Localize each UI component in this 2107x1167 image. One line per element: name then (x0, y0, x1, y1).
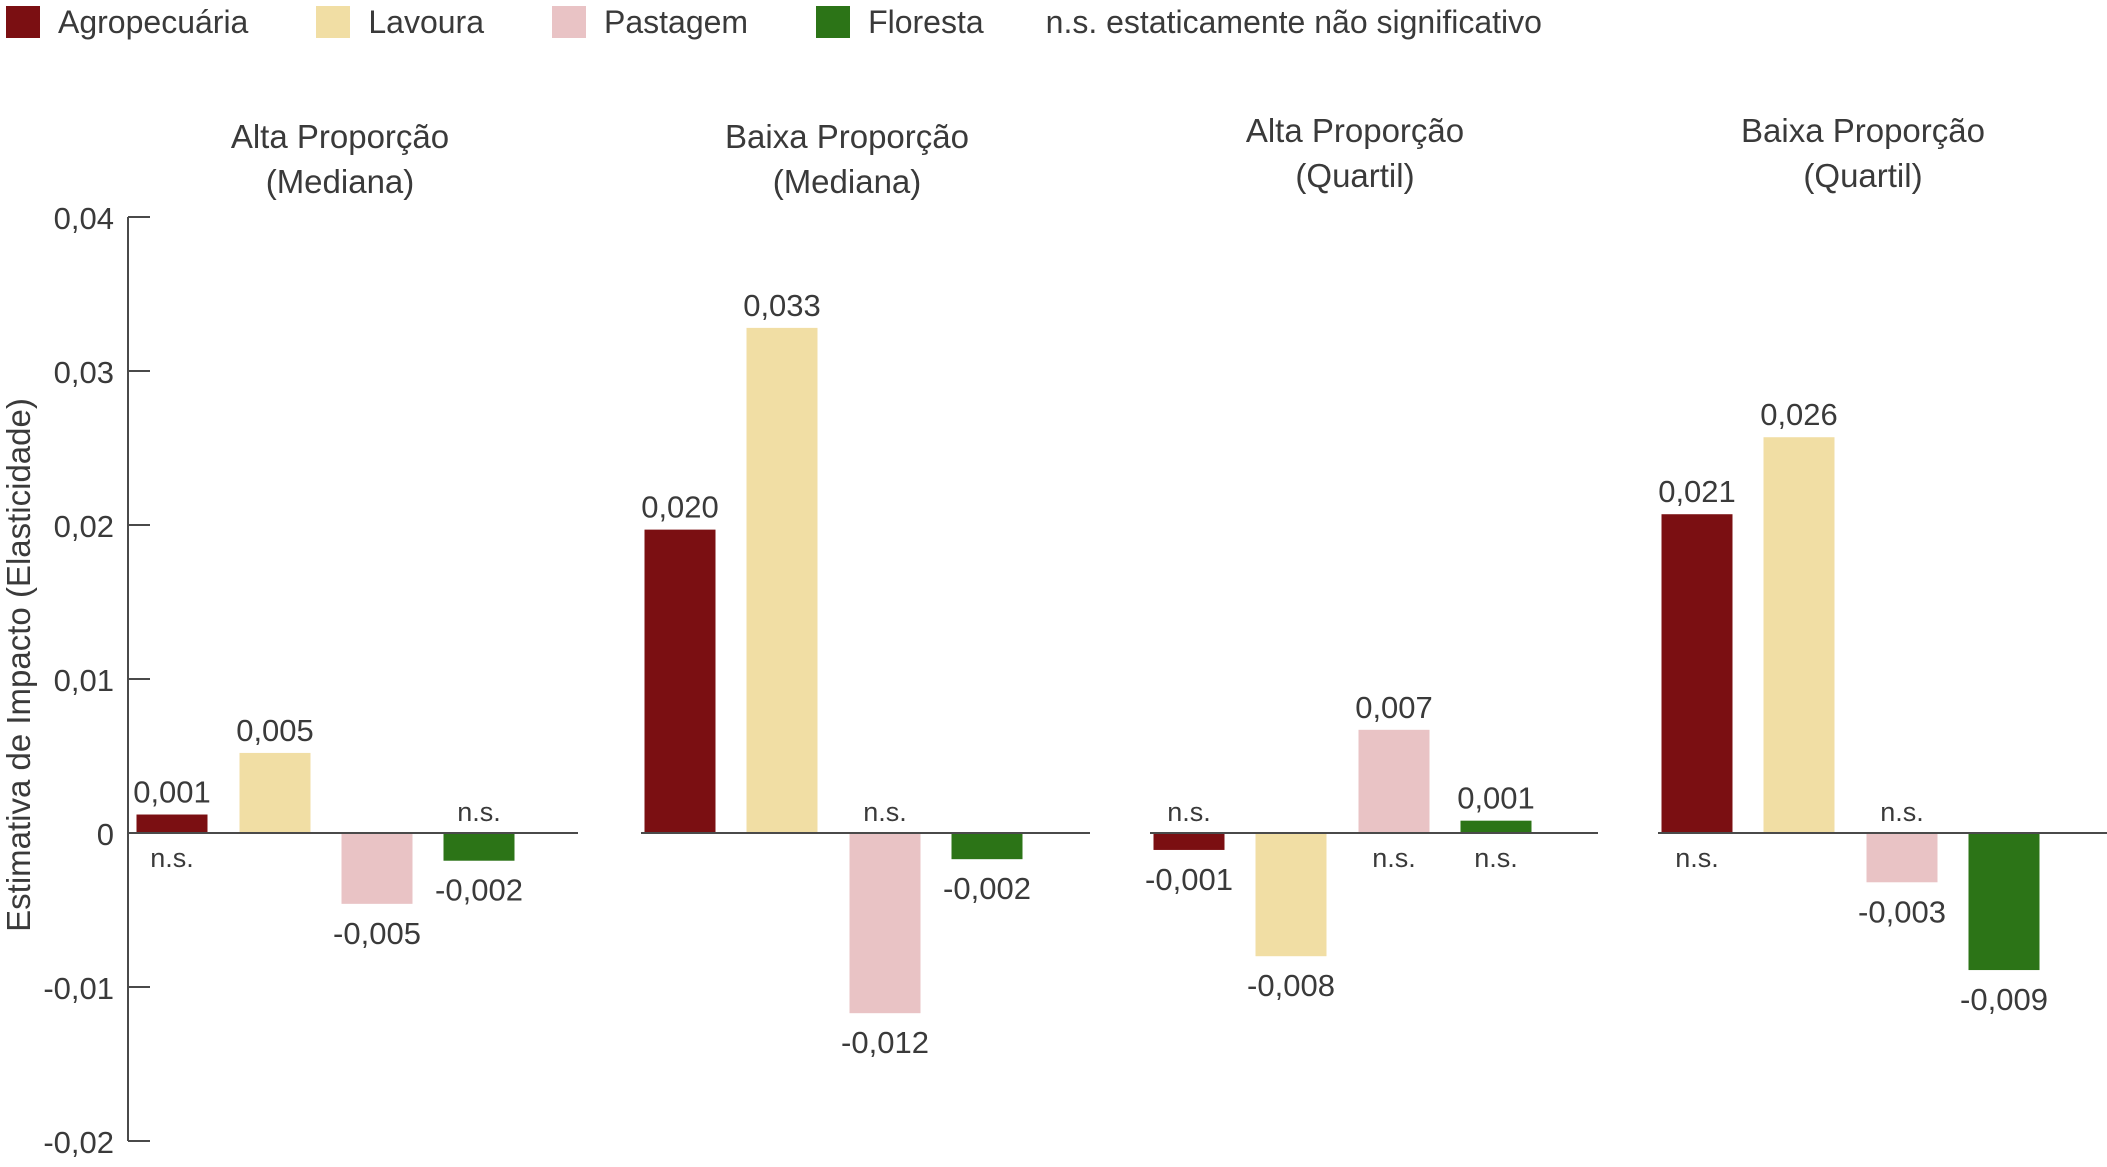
bar-pastagem (1358, 729, 1430, 833)
bar-agropecuária (136, 814, 208, 833)
legend-item-pastagem: Pastagem (546, 4, 748, 41)
data-label: 0,001 (1457, 781, 1535, 816)
panel-4: Baixa Proporção (Quartil) 0,021 n.s. 0,026 -0… (1658, 112, 2107, 1017)
data-label: -0,008 (1247, 968, 1335, 1003)
bar-pastagem (1866, 833, 1938, 883)
ns-marker: n.s. (1675, 843, 1719, 873)
ns-marker: n.s. (457, 797, 501, 827)
legend-item-agropecuaria: Agropecuária (0, 4, 248, 41)
data-label: -0,009 (1960, 982, 2048, 1017)
legend-label-lavoura: Lavoura (368, 3, 484, 40)
bar-floresta (1968, 833, 2040, 971)
data-label: 0,021 (1658, 474, 1736, 509)
data-label: 0,005 (236, 713, 314, 748)
legend-note-ns: n.s. estaticamente não significativo (1045, 3, 1542, 40)
data-label: 0,026 (1760, 397, 1838, 432)
bar-lavoura (1255, 833, 1327, 957)
bar-agropecuária (1661, 514, 1733, 833)
legend-swatch-agropecuaria (6, 6, 40, 38)
legend: Agropecuária Lavoura Pastagem Floresta n… (0, 0, 1542, 44)
bar-floresta (443, 833, 515, 861)
data-label: -0,012 (841, 1025, 929, 1060)
legend-label-pastagem: Pastagem (603, 3, 749, 40)
legend-label-floresta: Floresta (868, 3, 984, 40)
panels-layer: Alta Proporção (Mediana) 0,001 n.s. 0,005 -0,… (128, 112, 2107, 1060)
data-label: 0,007 (1355, 690, 1433, 725)
legend-swatch-floresta (816, 6, 851, 38)
data-label: -0,003 (1858, 894, 1946, 929)
panel-1: Alta Proporção (Mediana) 0,001 n.s. 0,005 -0,… (128, 118, 578, 951)
y-axis-title: Estimativa de Impacto (Elasticidade) (0, 398, 37, 932)
data-label: -0,002 (943, 871, 1031, 906)
ns-marker: n.s. (1167, 797, 1211, 827)
panel-2: Baixa Proporção (Mediana) 0,020 0,033 -0,012… (641, 118, 1090, 1060)
bar-lavoura (1763, 437, 1835, 833)
y-tick-label: 0,02 (54, 509, 114, 544)
panel-title-line: Baixa Proporção (725, 118, 969, 155)
data-label: 0,020 (641, 490, 719, 525)
y-tick-label: 0 (97, 817, 114, 852)
panel-title-line: (Quartil) (1803, 157, 1922, 194)
bar-pastagem (341, 833, 413, 904)
panel-title-line: (Mediana) (266, 163, 415, 200)
bar-floresta (951, 833, 1023, 860)
panel-title-line: (Quartil) (1295, 157, 1414, 194)
y-tick-label: 0,04 (54, 201, 114, 236)
data-label: -0,002 (435, 873, 523, 908)
legend-item-floresta: Floresta (810, 4, 984, 41)
ns-marker: n.s. (1880, 797, 1924, 827)
panel-title-line: Alta Proporção (231, 118, 449, 155)
bar-lavoura (239, 752, 311, 833)
legend-item-lavoura: Lavoura (310, 4, 484, 41)
y-tick-label: 0,01 (54, 663, 114, 698)
legend-swatch-pastagem (551, 6, 586, 38)
bar-agropecuária (644, 529, 716, 833)
data-label: -0,001 (1145, 862, 1233, 897)
ns-marker: n.s. (863, 797, 907, 827)
panel-title-line: Alta Proporção (1246, 112, 1464, 149)
y-tick-label: 0,03 (54, 355, 114, 390)
ns-marker: n.s. (150, 843, 194, 873)
ns-marker: n.s. (1372, 843, 1416, 873)
bar-lavoura (746, 327, 818, 833)
bar-pastagem (849, 833, 921, 1014)
panel-title-line: Baixa Proporção (1741, 112, 1985, 149)
ns-marker: n.s. (1474, 843, 1518, 873)
axes-layer: -0,02 -0,01 0 0,01 0,02 0,03 0,04 Estimativa de… (0, 201, 150, 1160)
panel-3: Alta Proporção (Quartil) -0,001 n.s. -0,008 0… (1145, 112, 1598, 1003)
legend-label-agropecuaria: Agropecuária (58, 3, 249, 40)
data-label: -0,005 (333, 916, 421, 951)
bar-floresta (1460, 820, 1532, 833)
panel-title-line: (Mediana) (773, 163, 922, 200)
legend-swatch-lavoura (316, 6, 351, 38)
y-tick-label: -0,02 (43, 1125, 114, 1160)
data-label: 0,001 (133, 775, 211, 810)
y-tick-label: -0,01 (43, 971, 114, 1006)
data-label: 0,033 (743, 288, 821, 323)
bar-agropecuária (1153, 833, 1225, 850)
